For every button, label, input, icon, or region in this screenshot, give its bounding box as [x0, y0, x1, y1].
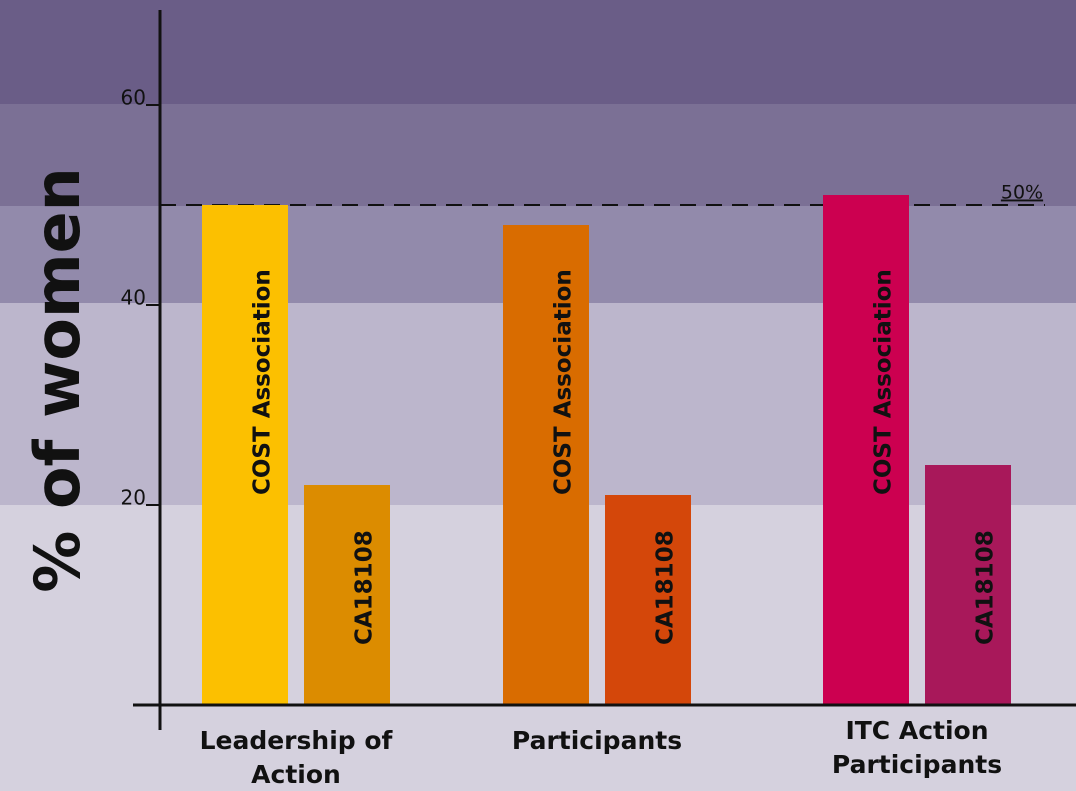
reference-label: 50% [1001, 182, 1043, 204]
bar [304, 485, 390, 705]
x-tick-label: ITC Action Participants [831, 716, 1003, 779]
bar [925, 465, 1011, 705]
bar [823, 195, 909, 705]
y-tick-label: 40 [121, 286, 146, 310]
bar-series-label: CA18108 [653, 530, 679, 645]
bar-series-label: COST Association [871, 269, 897, 495]
bar [503, 225, 589, 705]
y-tick-label: 20 [121, 486, 146, 510]
y-tick-label: 60 [121, 86, 146, 110]
band [0, 0, 1076, 104]
x-tick-label: Participants [511, 726, 683, 755]
bar-series-label: COST Association [250, 269, 276, 495]
x-tick-label: Leadership of Action [199, 726, 393, 789]
y-axis-title: % of women [21, 167, 94, 593]
bar-series-label: CA18108 [973, 530, 999, 645]
bar-series-label: COST Association [551, 269, 577, 495]
band [0, 104, 1076, 206]
bar-series-label: CA18108 [352, 530, 378, 645]
bar [202, 205, 288, 705]
bar [605, 495, 691, 705]
